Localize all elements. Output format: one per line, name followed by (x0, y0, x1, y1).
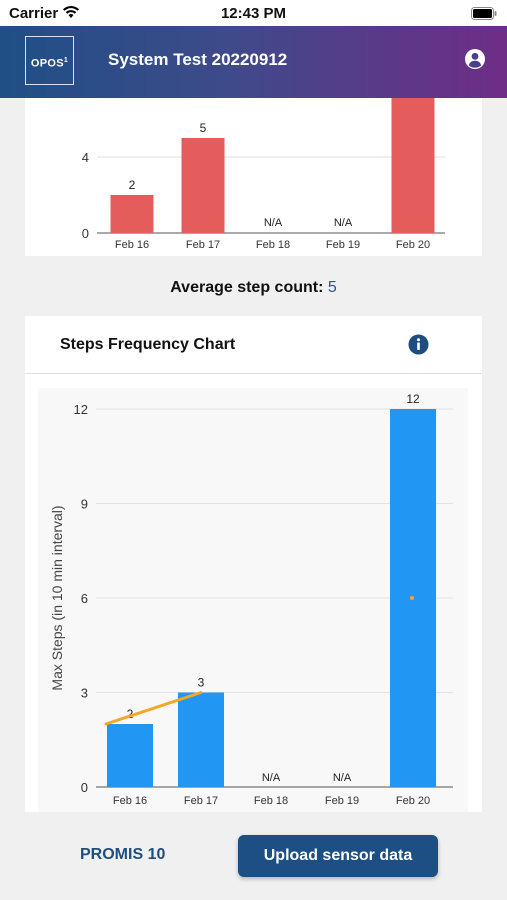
overlay-point (410, 596, 414, 600)
y-tick-label: 3 (81, 686, 88, 701)
carrier-label: Carrier (9, 5, 59, 22)
app-header: OPOS1 System Test 20220912 (0, 26, 507, 98)
wifi-icon (63, 6, 79, 18)
data-label: 2 (129, 178, 136, 192)
frequency-chart-area: 0 3 6 9 12 Max Steps (in 10 min interval) Feb … (38, 388, 468, 812)
user-circle-icon[interactable] (464, 48, 486, 70)
average-step-count: Average step count: 5 (0, 279, 507, 297)
x-tick-label: Feb 20 (396, 795, 430, 807)
card-title: Steps Frequency Chart (60, 336, 236, 353)
y-tick-label: 9 (81, 497, 88, 512)
data-label: N/A (262, 772, 281, 784)
promis-10-link[interactable]: PROMIS 10 (80, 846, 166, 863)
data-label: N/A (334, 217, 353, 229)
x-tick-label: Feb 18 (254, 795, 288, 807)
average-value: 5 (327, 279, 337, 296)
x-tick-label: Feb 19 (326, 239, 360, 251)
x-tick-label: Feb 20 (396, 239, 430, 251)
bar (110, 195, 154, 233)
status-bar: Carrier 12:43 PM (0, 0, 507, 26)
logo-text: OPOS (30, 57, 64, 70)
x-tick-label: Feb 16 (113, 795, 147, 807)
bar (107, 724, 153, 787)
bar (391, 98, 435, 233)
x-tick-label: Feb 19 (325, 795, 359, 807)
step-count-chart-card: 0 4 Feb 16 2 Feb 17 5 Feb 18 N/A Feb 19 N/A Feb 20 (25, 98, 482, 256)
page-title: System Test 20220912 (108, 50, 288, 69)
data-label: 12 (406, 392, 420, 406)
y-tick-label: 4 (82, 150, 89, 165)
x-tick-label: Feb 18 (256, 239, 290, 251)
upload-sensor-data-button[interactable]: Upload sensor data (238, 835, 438, 877)
step-count-chart: 0 4 Feb 16 2 Feb 17 5 Feb 18 N/A Feb 19 N/A Feb 20 (82, 98, 445, 251)
overlay-line-segment (104, 691, 203, 726)
battery-icon (471, 7, 497, 20)
steps-frequency-card: Steps Frequency Chart 0 3 6 9 12 Max Steps (i… (25, 316, 482, 812)
y-tick-label: 6 (81, 591, 88, 606)
info-icon[interactable] (408, 334, 429, 355)
x-tick-label: Feb 17 (186, 239, 220, 251)
bar (181, 138, 225, 233)
y-tick-label: 0 (81, 780, 88, 795)
app-logo: OPOS1 (25, 36, 74, 85)
bar (178, 692, 224, 787)
data-label: 3 (198, 676, 205, 690)
data-label: N/A (264, 217, 283, 229)
data-label: 2 (127, 707, 134, 721)
x-tick-label: Feb 16 (115, 239, 149, 251)
data-label: 5 (200, 121, 207, 135)
logo-superscript: 1 (63, 57, 69, 64)
x-tick-label: Feb 17 (184, 795, 218, 807)
y-tick-label: 12 (74, 402, 88, 417)
y-tick-label: 0 (82, 226, 89, 241)
y-axis-label: Max Steps (in 10 min interval) (49, 505, 65, 690)
frequency-chart: 0 3 6 9 12 Max Steps (in 10 min interval) Feb … (49, 392, 453, 807)
data-label: N/A (333, 772, 352, 784)
card-header: Steps Frequency Chart (25, 316, 482, 374)
average-label: Average step count: (170, 279, 324, 296)
